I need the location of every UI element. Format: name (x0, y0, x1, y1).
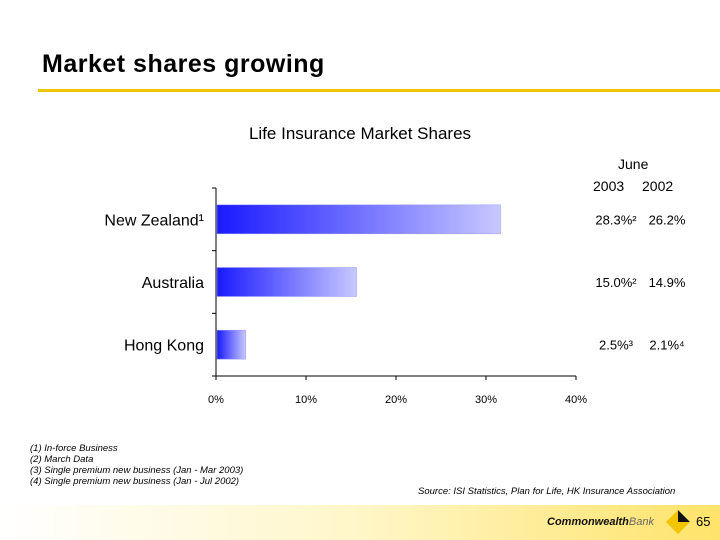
x-tick-label: 10% (295, 394, 317, 406)
x-tick-label: 20% (385, 394, 407, 406)
value-2003-label: 2.5%³ (599, 338, 634, 353)
bar (216, 267, 357, 297)
value-2002-label: 2.1%⁴ (649, 338, 684, 353)
bar (216, 329, 247, 360)
brand-suffix: Bank (628, 516, 654, 528)
column-header-2002: 2002 (642, 178, 674, 194)
bar-chart: 0% 10% 20% 30% 40% New Zealand¹ 28.3%² 26.2% Aus… (104, 187, 686, 406)
value-2002-label: 14.9% (649, 275, 686, 290)
value-2003-label: 15.0%² (595, 275, 637, 290)
x-tick-label: 40% (565, 394, 587, 406)
column-header-2003: 2003 (593, 178, 625, 194)
category-label: Hong Kong (124, 338, 204, 355)
footnotes: (1) In-force Business (2) March Data (3)… (30, 443, 243, 487)
footnote: (2) March Data (30, 454, 94, 465)
x-tick-label: 0% (208, 394, 224, 406)
footnote: (3) Single premium new business (Jan - M… (30, 465, 244, 476)
chart-title: Life Insurance Market Shares (248, 124, 472, 143)
category-label: Australia (142, 275, 204, 292)
page-number: 65 (696, 514, 711, 529)
slide-title: Market shares growing (42, 50, 325, 78)
title-rule (38, 89, 720, 92)
diamond-logo-icon (666, 510, 690, 534)
value-2002-label: 26.2% (649, 212, 686, 227)
column-header-month: June (618, 156, 649, 172)
bar (216, 204, 501, 235)
brand-name: Commonwealth (547, 516, 629, 528)
footnote: (4) Single premium new business (Jan - J… (30, 476, 240, 487)
x-tick-label: 30% (475, 394, 497, 406)
category-label: New Zealand¹ (104, 212, 204, 229)
value-2003-label: 28.3%² (595, 212, 637, 227)
footnote: (1) In-force Business (30, 443, 118, 454)
source-note: Source: ISI Statistics, Plan for Life, H… (418, 486, 676, 497)
brand-logo-text: CommonwealthBank (547, 516, 654, 528)
footer-band (0, 505, 720, 540)
